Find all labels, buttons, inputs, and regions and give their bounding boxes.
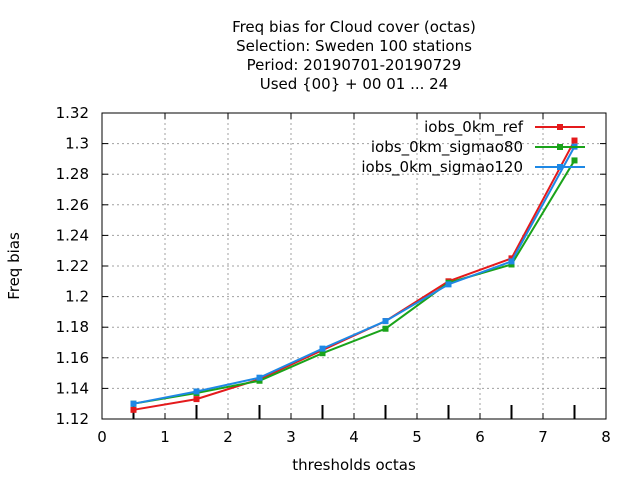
y-tick-label: 1.16 <box>56 349 89 367</box>
x-axis-label: thresholds octas <box>292 456 416 474</box>
title-line: Freq bias for Cloud cover (octas) <box>232 18 476 36</box>
x-tick-label: 8 <box>601 428 611 446</box>
x-axis-ticks: 0 1 2 3 4 5 6 7 8 <box>97 113 611 446</box>
data-point <box>508 261 515 268</box>
legend-label: iobs_0km_ref <box>424 118 524 137</box>
y-tick-label: 1.2 <box>65 288 89 306</box>
data-point <box>130 406 137 413</box>
y-axis-ticks: 1.12 1.14 1.16 1.18 1.2 1.22 1.24 1.26 1.28 1.3 1.… <box>56 104 606 428</box>
y-tick-label: 1.18 <box>56 318 89 336</box>
x-tick-label: 6 <box>475 428 485 446</box>
x-tick-label: 5 <box>412 428 422 446</box>
y-axis-label: Freq bias <box>5 232 23 300</box>
y-tick-label: 1.24 <box>56 226 89 244</box>
x-tick-label: 0 <box>97 428 107 446</box>
data-point <box>382 318 389 325</box>
data-point <box>130 400 137 407</box>
legend-marker <box>557 124 563 130</box>
data-point <box>193 396 200 403</box>
grid-lines <box>102 113 606 419</box>
legend-label: iobs_0km_sigmao80 <box>371 138 523 157</box>
data-point <box>571 157 578 164</box>
y-tick-label: 1.32 <box>56 104 89 122</box>
x-tick-label: 7 <box>538 428 548 446</box>
legend-marker <box>557 164 563 170</box>
legend-marker <box>557 144 563 150</box>
title-line: Selection: Sweden 100 stations <box>236 37 472 55</box>
x-tick-label: 3 <box>286 428 296 446</box>
series-line-iobs_0km_sigmao80 <box>133 159 576 405</box>
y-tick-label: 1.26 <box>56 196 89 214</box>
data-point <box>445 281 452 288</box>
data-point <box>319 345 326 352</box>
title-line: Used {00} + 00 01 ... 24 <box>260 75 448 93</box>
x-tick-label: 4 <box>349 428 359 446</box>
series-line-iobs_0km_sigmao120 <box>133 146 576 405</box>
data-point <box>382 325 389 332</box>
data-point <box>508 255 515 262</box>
title-line: Period: 20190701-20190729 <box>247 56 462 74</box>
legend-label: iobs_0km_sigmao120 <box>361 158 523 177</box>
data-point <box>256 377 263 384</box>
legend: iobs_0km_refiobs_0km_sigmao80iobs_0km_si… <box>361 118 585 177</box>
data-point <box>193 388 200 395</box>
y-tick-label: 1.22 <box>56 257 89 275</box>
chart-title: Freq bias for Cloud cover (octas)Selecti… <box>232 18 476 93</box>
data-point <box>571 137 578 144</box>
x-tick-label: 2 <box>223 428 233 446</box>
data-series <box>130 137 578 413</box>
y-tick-label: 1.14 <box>56 379 89 397</box>
y-tick-label: 1.3 <box>65 135 89 153</box>
data-point <box>508 258 515 265</box>
y-tick-label: 1.12 <box>56 410 89 428</box>
y-tick-label: 1.28 <box>56 165 89 183</box>
data-point <box>319 350 326 357</box>
x-tick-label: 1 <box>160 428 170 446</box>
data-point <box>256 374 263 381</box>
